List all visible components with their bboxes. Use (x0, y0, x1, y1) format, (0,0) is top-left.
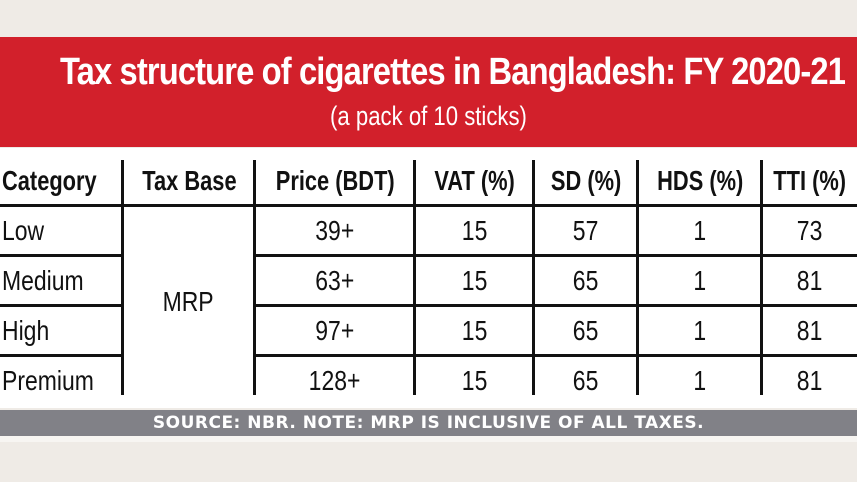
table-row-sd: 65 (573, 314, 599, 346)
source-note: SOURCE: NBR. NOTE: MRP IS INCLUSIVE OF A… (0, 410, 857, 436)
tax-table: Category Tax Base Price (BDT) VAT (%) SD… (0, 148, 857, 408)
column-divider (636, 160, 639, 395)
page-subtitle: (a pack of 10 sticks) (330, 101, 527, 131)
table-row-vat: 15 (461, 314, 488, 346)
column-divider (253, 160, 256, 395)
column-divider (760, 160, 763, 395)
row-divider (0, 354, 123, 357)
table-row-vat: 15 (461, 264, 488, 296)
table-row-vat: 15 (461, 364, 488, 396)
page-title: Tax structure of cigarettes in Banglades… (59, 51, 846, 93)
table-row-price: 39+ (315, 214, 355, 246)
table-row-vat: 15 (461, 214, 488, 246)
table-row-price: 63+ (315, 264, 355, 296)
column-header-hds: HDS (%) (656, 165, 744, 196)
column-header-sd: SD (%) (550, 165, 622, 196)
row-divider (253, 354, 857, 357)
table-row-tti: 81 (797, 364, 823, 396)
table-row-sd: 65 (573, 264, 599, 296)
row-divider (0, 304, 123, 307)
table-row-price: 97+ (315, 314, 355, 346)
table-row-sd: 57 (573, 214, 599, 246)
column-header-category: Category (2, 165, 97, 196)
table-row-hds: 1 (693, 214, 707, 246)
table-row-hds: 1 (693, 264, 707, 296)
column-divider (413, 160, 416, 395)
column-header-price: Price (BDT) (275, 165, 395, 196)
header-divider (0, 204, 857, 207)
row-divider (253, 254, 857, 257)
column-divider (121, 160, 124, 395)
table-row-category: High (2, 314, 50, 346)
title-band: Tax structure of cigarettes in Banglades… (0, 37, 857, 147)
table-row-price: 128+ (309, 364, 361, 396)
table-row-category: Low (2, 214, 45, 246)
table-row-category: Premium (2, 364, 94, 396)
table-row-sd: 65 (573, 364, 599, 396)
table-row-tti: 81 (797, 264, 823, 296)
column-header-vat: VAT (%) (434, 165, 515, 196)
row-divider (253, 304, 857, 307)
table-row-tti: 81 (797, 314, 823, 346)
table-row-hds: 1 (693, 364, 707, 396)
table-row-hds: 1 (693, 314, 707, 346)
column-header-tax-base: Tax Base (141, 165, 237, 196)
column-divider (532, 160, 535, 395)
table-row-category: Medium (2, 264, 84, 296)
table-row-tti: 73 (797, 214, 823, 246)
footer-strip (0, 436, 857, 442)
tax-base-cell: MRP (162, 286, 215, 317)
column-header-tti: TTI (%) (773, 165, 847, 196)
row-divider (0, 254, 123, 257)
